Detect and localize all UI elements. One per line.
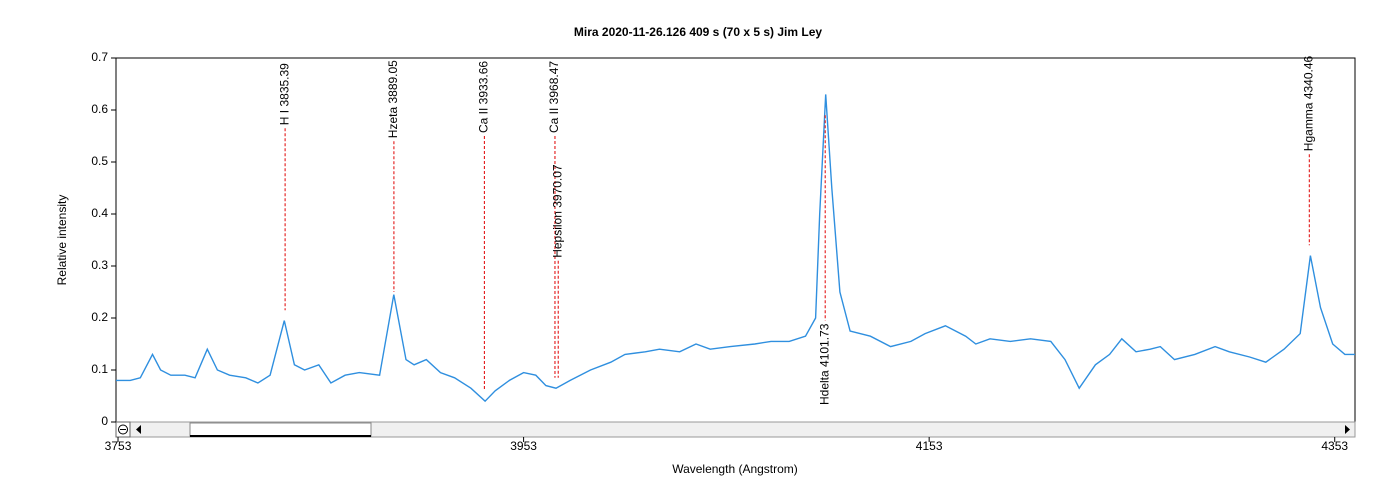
annotation-label: Hepsilon 3970.07: [550, 164, 564, 258]
x-axis-label: Wavelength (Angstrom): [672, 462, 798, 476]
zoom-icon: [118, 424, 128, 435]
scroll-right[interactable]: [1345, 425, 1350, 434]
y-tick-label: 0.7: [91, 50, 108, 64]
plot-frame: [115, 57, 1356, 423]
annotation-label: Hgamma 4340.46: [1301, 55, 1315, 151]
y-tick-label: 0.5: [91, 154, 108, 168]
annotation-label: H I 3835.39: [277, 63, 291, 125]
chart-title: Mira 2020-11-26.126 409 s (70 x 5 s) Jim…: [574, 25, 822, 39]
scroll-left[interactable]: [136, 425, 141, 434]
y-tick-label: 0.1: [91, 362, 108, 376]
y-tick-label: 0.6: [91, 102, 108, 116]
y-tick-label: 0: [101, 414, 108, 428]
x-tick-label: 3753: [105, 439, 132, 453]
annotation-label: Ca II 3968.47: [547, 61, 561, 133]
y-tick-label: 0.3: [91, 258, 108, 272]
annotation-label: Ca II 3933.66: [477, 61, 491, 133]
x-tick-label: 4353: [1321, 439, 1348, 453]
annotation-label: Hdelta 4101.73: [817, 323, 831, 405]
spectrum-line: [116, 94, 1355, 403]
y-tick-label: 0.2: [91, 310, 108, 324]
y-tick-label: 0.4: [91, 206, 108, 220]
scroll-thumb[interactable]: [189, 422, 372, 437]
x-tick-label: 3953: [510, 439, 537, 453]
scrollbar[interactable]: [115, 421, 1356, 438]
x-tick-label: 4153: [916, 439, 943, 453]
annotation-label: Hzeta 3889.05: [386, 60, 400, 138]
y-axis-label: Relative intensity: [55, 195, 69, 286]
